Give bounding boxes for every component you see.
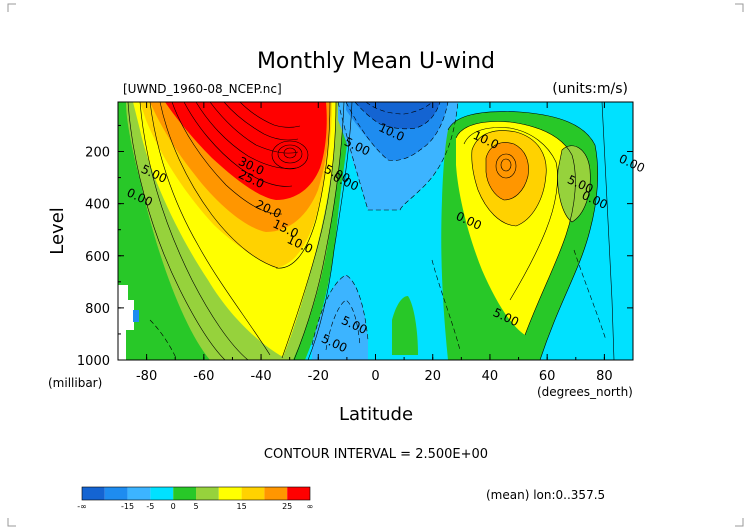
missing-data-patch	[118, 285, 134, 360]
contour-interval-label: CONTOUR INTERVAL = 2.500E+00	[264, 447, 488, 462]
page-corner-marks	[7, 3, 744, 527]
averaging-label: (mean) lon:0..357.5	[486, 488, 605, 502]
units-label: (units:m/s)	[552, 81, 628, 97]
y-tick-label: 600	[85, 250, 110, 265]
y-axis: 200 400 600 800 1000	[77, 124, 633, 369]
colorbar: -∞ -15 -5 0 5 15 25 ∞	[77, 486, 314, 511]
colorbar-tick-label: 15	[237, 502, 247, 511]
colorbar-swatch	[264, 487, 288, 500]
colorbar-frame	[81, 486, 311, 501]
x-tick-label: 60	[539, 369, 556, 384]
colorbar-tick-label: 5	[193, 502, 198, 511]
x-tick-label: 20	[424, 369, 441, 384]
eq-easterly-band-3	[355, 102, 440, 129]
colorbar-swatch	[127, 487, 151, 500]
x-tick-label: 80	[596, 369, 613, 384]
sh-jet-band-30	[165, 102, 327, 200]
colorbar-swatch	[241, 487, 265, 500]
y-axis-title: Level	[47, 207, 68, 255]
colorbar-tick-label: 25	[282, 502, 292, 511]
x-tick-label: -40	[250, 369, 271, 384]
x-axis-unit: (degrees_north)	[537, 385, 633, 399]
y-tick-label: 200	[85, 146, 110, 161]
nh-secondary-band	[557, 145, 591, 222]
colorbar-swatch	[218, 487, 242, 500]
y-tick-label: 1000	[77, 354, 110, 369]
colorbar-tick-label: 0	[171, 502, 176, 511]
colorbar-swatch	[196, 487, 219, 500]
chart-title: Monthly Mean U-wind	[257, 49, 495, 74]
missing-data-cell	[133, 310, 139, 322]
eq-lower-easterly	[312, 275, 368, 360]
dataset-label: [UWND_1960-08_NCEP.nc]	[123, 82, 282, 96]
y-tick-label: 400	[85, 198, 110, 213]
x-axis: -80 -60 -40 -20 0 20 40 60 80	[117, 102, 634, 384]
y-tick-label: 800	[85, 302, 110, 317]
x-tick-label: -20	[308, 369, 329, 384]
contour-field	[118, 102, 633, 360]
x-axis-title: Latitude	[339, 404, 413, 425]
x-tick-label: -80	[136, 369, 157, 384]
colorbar-tick-label: -∞	[77, 502, 87, 511]
colorbar-swatch	[82, 487, 105, 500]
contour-lines	[127, 102, 615, 360]
eq-lower-westerly	[392, 296, 418, 355]
colorbar-swatch	[150, 487, 174, 500]
colorbar-swatch	[104, 487, 128, 500]
colorbar-swatch	[173, 487, 196, 500]
y-axis-unit: (millibar)	[48, 376, 102, 390]
x-tick-label: -60	[193, 369, 214, 384]
x-tick-label: 0	[371, 369, 379, 384]
colorbar-swatch	[287, 487, 310, 500]
x-tick-label: 40	[482, 369, 499, 384]
colorbar-tick-label: -15	[121, 502, 134, 511]
nh-jet-band-20	[486, 142, 529, 200]
colorbar-tick-label: ∞	[307, 502, 314, 511]
colorbar-tick-label: -5	[146, 502, 154, 511]
